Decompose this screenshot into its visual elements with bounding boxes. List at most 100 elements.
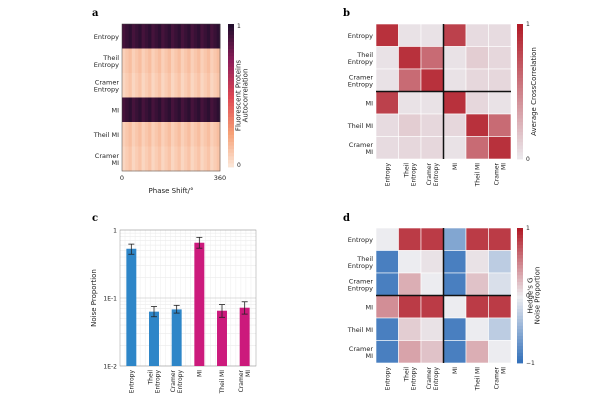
colorbar-d-segment <box>517 288 523 293</box>
heatmap-a-cell-theil-entropy-8 <box>148 48 152 74</box>
col-label-d-theil-entropy-line: Entropy <box>410 367 417 391</box>
heatmap-a-cell-cramer-mi-6 <box>141 146 146 172</box>
heatmap-a-cell-mi-12 <box>161 97 165 123</box>
heatmap-a-cell-cramer-mi-18 <box>180 146 185 172</box>
heatmap-a-cell-theil-entropy-23 <box>197 48 201 74</box>
row-label-b-cramer-mi-line: MI <box>365 148 373 156</box>
colorbar-a-segment <box>228 63 234 68</box>
colorbar-d-segment <box>517 285 523 290</box>
colorbar-d-tick-1: 0 <box>526 293 530 300</box>
heatmap-b-cell-cramer-entropy-mi <box>443 68 467 92</box>
row-label-a-cramer-mi-line: Cramer <box>95 152 120 160</box>
plot-frame-c <box>119 229 257 367</box>
heatmap-a-cell-entropy-18 <box>180 24 185 49</box>
heatmap-a-cell-entropy-14 <box>167 24 172 49</box>
row-label-d-cramer-mi: Cramer MI <box>349 345 374 360</box>
heatmap-a-cell-mi-26 <box>206 97 211 123</box>
heatmap-a-cell-theil-entropy-13 <box>164 48 169 74</box>
heatmap-a-cell-mi-4 <box>135 97 139 123</box>
colorbar-d-segment <box>517 295 523 300</box>
heatmap-a-cell-cramer-entropy-1 <box>125 73 129 98</box>
colorbar-a-segment <box>228 52 234 57</box>
row-label-b-theil-entropy-line: Entropy <box>348 58 373 66</box>
heatmap-a-cell-mi-18 <box>180 97 185 123</box>
colorbar-a-label-line: Fluorescent Proteins <box>235 60 243 131</box>
colorbar-b-tick-0: 0 <box>526 156 530 163</box>
heatmap-a-cell-mi-29 <box>216 97 221 123</box>
heatmap-d-cell-mi-mi <box>443 295 467 319</box>
heatmap-a-cell-theil-mi-0 <box>122 122 126 147</box>
heatmap-a-cell-theil-entropy-4 <box>135 48 139 74</box>
colorbar-d-segment <box>517 336 523 340</box>
colorbar-b-segment <box>517 51 523 55</box>
colorbar-b-segment <box>517 142 523 146</box>
colorbar-d-tick-2: −1 <box>526 360 535 367</box>
heatmap-a-cell-entropy-4 <box>135 24 139 49</box>
colorbar-b-segment <box>517 71 523 76</box>
heatmap-a-cell-mi-10 <box>154 97 159 123</box>
heatmap-a-cell-theil-mi-20 <box>187 122 191 147</box>
panel-label-b: b <box>343 8 350 19</box>
col-label-b-theil-mi: Theil MI <box>474 163 481 188</box>
colorbar-d-segment <box>517 268 523 273</box>
heatmap-a-cell-theil-mi-7 <box>144 122 149 147</box>
heatmap-a-cell-theil-mi-29 <box>216 122 221 147</box>
heatmap-a-cell-cramer-mi-22 <box>193 146 198 172</box>
heatmap-d-cell-theil-entropy-entropy <box>375 250 399 274</box>
heatmap-d-cell-mi-theil-entropy <box>398 295 422 319</box>
col-label-b-theil-entropy: TheilEntropy <box>403 163 417 187</box>
heatmap-d-cell-theil-mi-mi <box>443 317 467 341</box>
heatmap-d-cell-theil-entropy-cramer-mi <box>488 250 512 274</box>
heatmap-a-cell-cramer-entropy-19 <box>184 73 188 98</box>
heatmap-a-cell-theil-entropy-16 <box>174 48 178 74</box>
heatmap-d-cell-theil-mi-cramer-entropy <box>420 317 444 341</box>
heatmap-a-cell-theil-mi-24 <box>200 122 205 147</box>
row-label-a-cramer-entropy: Cramer Entropy <box>94 78 120 93</box>
colorbar-b-segment <box>517 34 523 38</box>
heatmap-a-cell-entropy-16 <box>174 24 178 49</box>
heatmap-a-cell-mi-21 <box>190 97 195 123</box>
col-label-d-cramer-entropy: CramerEntropy <box>426 366 440 390</box>
x-tick-c-theil-entropy-line: Entropy <box>155 370 162 394</box>
heatmap-d-cell-theil-entropy-mi <box>443 250 467 274</box>
row-label-a-entropy: Entropy <box>94 33 119 41</box>
heatmap-d-cell-entropy-mi <box>443 227 467 251</box>
colorbar-b-segment <box>517 88 523 92</box>
heatmap-a-cell-entropy-26 <box>206 24 211 49</box>
colorbar-d-segment <box>517 238 523 242</box>
heatmap-a-cell-mi-23 <box>197 97 201 123</box>
heatmap-b-cell-cramer-mi-entropy <box>375 136 399 160</box>
col-label-b-cramer-entropy-line: Cramer <box>426 162 433 185</box>
heatmap-a-cell-cramer-mi-16 <box>174 146 178 172</box>
heatmap-a-cell-cramer-entropy-20 <box>187 73 191 98</box>
bar-cramer-entropy <box>171 309 182 366</box>
heatmap-d-cell-cramer-entropy-mi <box>443 272 467 296</box>
heatmap-a-cell-cramer-entropy-29 <box>216 73 221 98</box>
heatmap-a-cell-cramer-mi-23 <box>197 146 201 172</box>
heatmap-a-cell-entropy-24 <box>200 24 205 49</box>
bar-mi <box>194 242 205 366</box>
heatmap-a-cell-theil-mi-19 <box>184 122 188 147</box>
heatmap-a-cell-cramer-entropy-25 <box>203 73 208 98</box>
heatmap-a-cell-mi-13 <box>164 97 169 123</box>
row-label-a-cramer-mi-line: MI <box>111 159 119 167</box>
heatmap-b-cell-entropy-cramer-mi <box>488 23 512 47</box>
colorbar-a-segment <box>228 88 234 93</box>
col-label-d-cramer-mi-line: Cramer <box>493 366 500 389</box>
heatmap-a-cell-mi-17 <box>177 97 182 123</box>
colorbar-b-segment <box>517 54 523 59</box>
colorbar-a-segment <box>228 41 234 46</box>
heatmap-a-cell-entropy-7 <box>144 24 149 49</box>
heatmap-a-cell-theil-entropy-22 <box>193 48 198 74</box>
colorbar-a-segment <box>228 27 234 32</box>
heatmap-d-cell-theil-mi-theil-mi <box>465 317 489 341</box>
heatmap-b-cell-theil-entropy-cramer-mi <box>488 46 512 70</box>
colorbar-d-segment <box>517 302 523 307</box>
heatmap-a-cell-mi-27 <box>210 97 214 123</box>
colorbar-b-segment <box>517 128 523 133</box>
heatmap-b-cell-theil-entropy-theil-entropy <box>398 46 422 70</box>
col-label-d-theil-entropy-line: Theil <box>403 367 410 383</box>
colorbar-a-segment <box>228 149 234 154</box>
